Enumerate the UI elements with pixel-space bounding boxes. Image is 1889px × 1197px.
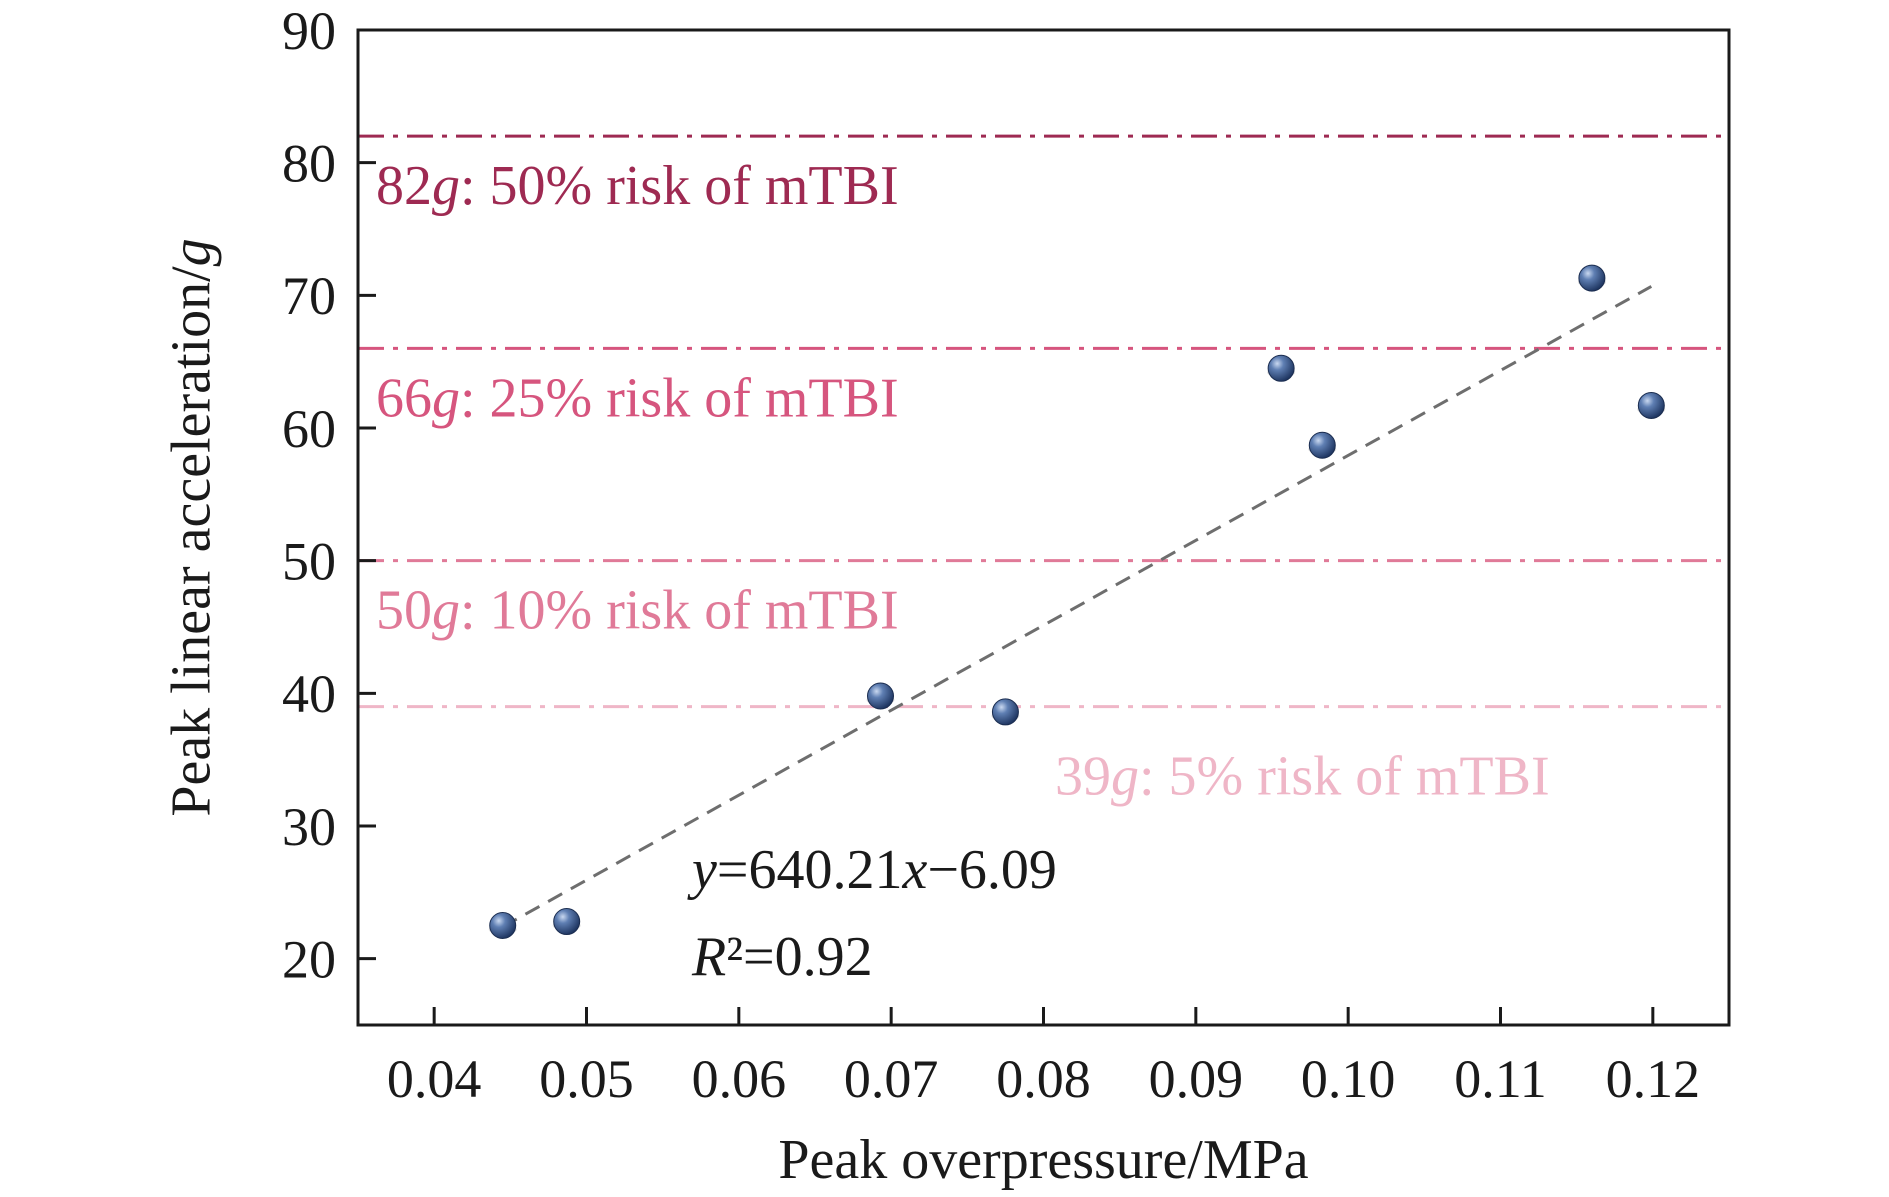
threshold-label-unit: g — [1111, 746, 1139, 808]
y-tick-label: 20 — [282, 930, 336, 990]
threshold-label-unit: g — [432, 155, 460, 217]
annotation-text: =640.21 — [717, 839, 903, 901]
data-point — [1637, 391, 1665, 419]
data-point — [1267, 354, 1295, 382]
y-tick-label: 30 — [282, 797, 336, 857]
y-tick-label: 90 — [282, 1, 336, 61]
data-point — [991, 698, 1019, 726]
fit-equation: y=640.21x−6.09 — [687, 839, 1057, 901]
y-tick-label: 80 — [282, 134, 336, 194]
annotation-variable: R — [691, 926, 726, 988]
annotation-text: ²=0.92 — [726, 926, 872, 988]
y-tick-label: 50 — [282, 532, 336, 592]
threshold-label-text: : 25% risk of mTBI — [460, 367, 899, 429]
data-points — [488, 264, 1666, 939]
y-tick-label: 60 — [282, 399, 336, 459]
x-tick-label: 0.10 — [1301, 1049, 1396, 1109]
threshold-label-value: 66 — [376, 367, 432, 429]
data-point — [1308, 431, 1336, 459]
threshold-label-value: 82 — [376, 155, 432, 217]
x-tick-label: 0.05 — [539, 1049, 634, 1109]
x-axis-title: Peak overpressure/MPa — [778, 1129, 1308, 1191]
annotation-variable: x — [901, 839, 927, 901]
threshold-label: 39g: 5% risk of mTBI — [1055, 746, 1550, 808]
data-point — [489, 912, 517, 939]
x-tick-label: 0.12 — [1606, 1049, 1701, 1109]
threshold-label-unit: g — [432, 580, 460, 642]
threshold-label-text: : 5% risk of mTBI — [1139, 746, 1550, 808]
data-point — [553, 908, 581, 936]
threshold-label: 82g: 50% risk of mTBI — [376, 155, 899, 217]
x-tick-label: 0.09 — [1149, 1049, 1244, 1109]
y-tick-label: 40 — [282, 664, 336, 724]
x-axis-ticks: 0.04 0.05 0.06 0.07 0.08 0.09 0.10 0.11 0.12 — [387, 1007, 1700, 1109]
x-tick-label: 0.08 — [996, 1049, 1091, 1109]
fit-line-group — [501, 285, 1653, 929]
y-axis-ticks: 20 30 40 50 60 70 80 90 — [282, 1, 376, 990]
threshold-label-unit: g — [432, 367, 460, 429]
y-axis-title-unit: g — [161, 238, 223, 266]
threshold-label-text: : 10% risk of mTBI — [460, 580, 899, 642]
threshold-label: 66g: 25% risk of mTBI — [376, 367, 899, 429]
data-point — [867, 682, 895, 710]
annotation-text: −6.09 — [927, 839, 1057, 901]
threshold-label: 50g: 10% risk of mTBI — [376, 580, 899, 642]
y-axis-title: Peak linear acceleration/g — [161, 238, 223, 816]
data-point — [1578, 264, 1606, 292]
threshold-label-value: 50 — [376, 580, 432, 642]
fit-line — [501, 285, 1653, 929]
x-tick-label: 0.07 — [844, 1049, 939, 1109]
annotation-variable: y — [687, 839, 717, 901]
x-tick-label: 0.06 — [692, 1049, 787, 1109]
threshold-label-value: 39 — [1055, 746, 1111, 808]
x-tick-label: 0.04 — [387, 1049, 482, 1109]
threshold-label-text: : 50% risk of mTBI — [460, 155, 899, 217]
fit-r-squared: R²=0.92 — [691, 926, 873, 988]
y-tick-label: 70 — [282, 266, 336, 326]
y-axis-title-text: Peak linear acceleration/ — [161, 266, 223, 817]
x-tick-label: 0.11 — [1454, 1049, 1547, 1109]
